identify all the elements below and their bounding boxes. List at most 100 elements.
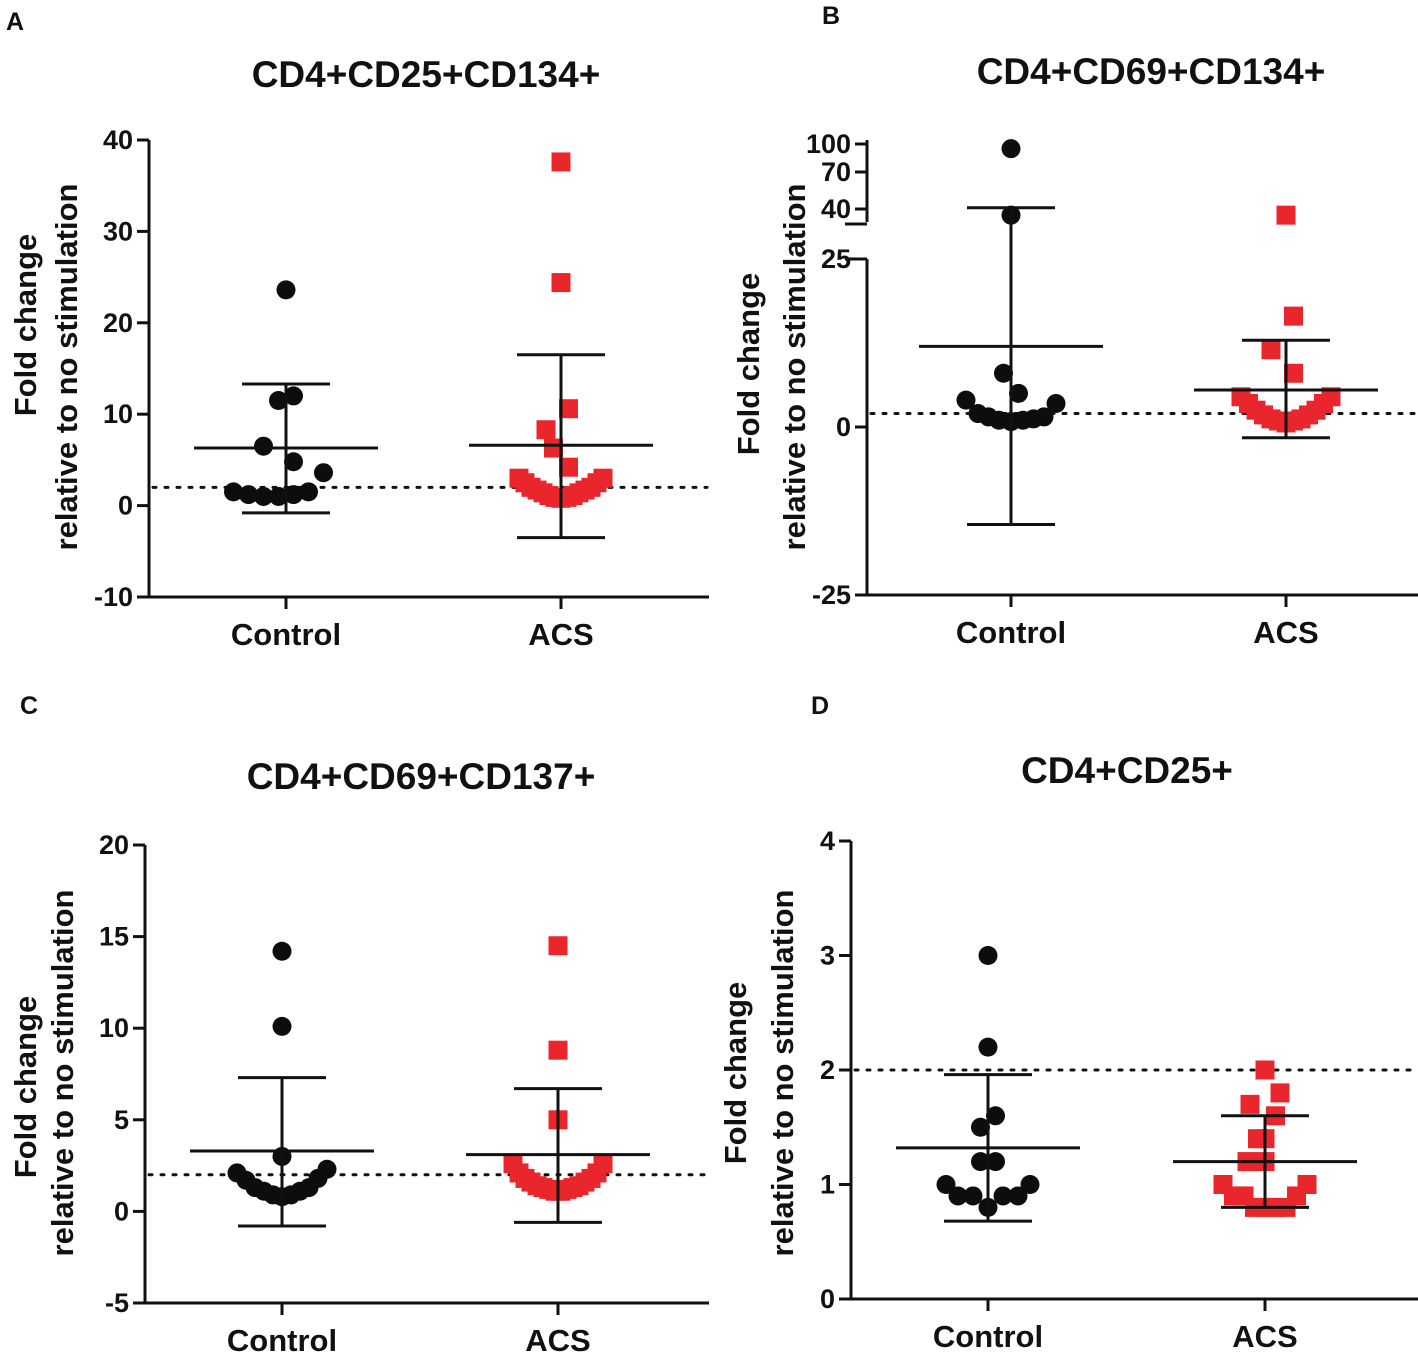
y-tick-label: 2 <box>820 1055 835 1085</box>
chart-title: CD4+CD25+CD134+ <box>252 54 601 95</box>
plot-area: 20 15 10 5 0 -5 Control ACS <box>99 830 709 1354</box>
y-tick-label: 1 <box>820 1170 835 1200</box>
data-point <box>1008 1186 1028 1206</box>
y-tick-label: 40 <box>821 194 851 224</box>
data-point <box>239 485 258 505</box>
y-tick-label: 10 <box>103 399 133 429</box>
data-point <box>963 1186 983 1206</box>
data-point <box>272 941 292 961</box>
data-point <box>224 482 243 502</box>
data-point <box>1284 306 1303 326</box>
y-tick-label: 15 <box>99 922 129 952</box>
data-point <box>551 273 571 293</box>
x-category-label: Control <box>933 1319 1043 1354</box>
y-axis-label-line1: Fold change <box>8 234 43 417</box>
series-acs <box>1173 1060 1357 1217</box>
panel-letter: B <box>822 2 840 30</box>
series-control <box>896 946 1080 1223</box>
y-tick-label: 30 <box>103 216 133 246</box>
series-control <box>190 941 374 1228</box>
y-axis-label-line2: relative to no stimulation <box>45 890 80 1257</box>
data-point <box>993 1186 1013 1206</box>
data-point <box>272 1016 292 1036</box>
data-point <box>593 1154 613 1174</box>
series-acs <box>466 936 650 1224</box>
data-point <box>559 399 578 419</box>
data-point <box>536 420 556 440</box>
chart-d-svg: D CD4+CD25+ Fold change relative to no s… <box>718 692 1418 1354</box>
data-point <box>317 1159 337 1179</box>
data-point <box>1297 1175 1317 1194</box>
y-tick-label: -25 <box>812 580 851 610</box>
data-point <box>986 1152 1005 1172</box>
data-point <box>978 1037 998 1057</box>
plot-area: 4 3 2 1 0 Control ACS <box>820 826 1418 1354</box>
y-tick-label: 40 <box>103 125 133 155</box>
y-tick-label: 70 <box>821 157 851 187</box>
panel-d: D CD4+CD25+ Fold change relative to no s… <box>709 677 1418 1354</box>
data-point <box>593 468 613 488</box>
y-tick-label: 0 <box>118 491 133 521</box>
data-point <box>1001 139 1021 159</box>
chart-title: CD4+CD69+CD137+ <box>247 756 596 797</box>
y-axis-label-line2: relative to no stimulation <box>777 184 812 551</box>
data-point <box>1270 1083 1290 1103</box>
panel-c: C CD4+CD69+CD137+ Fold change relative t… <box>0 677 709 1354</box>
y-axis-label-line2: relative to no stimulation <box>765 890 800 1257</box>
panel-letter: C <box>20 692 38 720</box>
x-category-label: Control <box>231 617 341 652</box>
data-point <box>548 1040 568 1060</box>
chart-b-svg: B CD4+CD69+CD134+ Fold change relative t… <box>731 2 1418 650</box>
y-axis-label-line1: Fold change <box>718 982 753 1165</box>
data-point <box>1276 205 1296 225</box>
data-point <box>1020 1175 1040 1194</box>
y-tick-label: 25 <box>821 244 851 274</box>
y-tick-label: 10 <box>99 1013 129 1043</box>
data-point <box>1248 1129 1267 1149</box>
data-point <box>1284 363 1303 383</box>
series-control <box>194 280 378 515</box>
x-category-label: ACS <box>1253 615 1318 650</box>
panel-letter: D <box>811 692 829 720</box>
data-point <box>254 436 273 456</box>
x-category-label: ACS <box>1232 1319 1297 1354</box>
data-point <box>1240 1094 1260 1114</box>
data-point <box>986 1106 1005 1126</box>
chart-title: CD4+CD25+ <box>1021 750 1233 791</box>
data-point <box>276 280 296 300</box>
series-acs <box>1194 205 1378 440</box>
data-point <box>978 946 998 965</box>
y-tick-label: -5 <box>105 1288 129 1318</box>
data-point <box>956 390 976 410</box>
data-point <box>1261 340 1281 360</box>
data-point <box>269 486 288 506</box>
data-point <box>551 152 571 172</box>
data-point <box>936 1175 956 1194</box>
data-point <box>544 438 563 458</box>
y-tick-label: 0 <box>820 1284 835 1314</box>
y-tick-label: 3 <box>820 941 835 971</box>
y-axis-label-line1: Fold change <box>8 996 43 1179</box>
data-point <box>548 936 568 956</box>
y-tick-label: 4 <box>820 826 835 856</box>
x-category-label: ACS <box>525 1323 590 1354</box>
chart-a-svg: A CD4+CD25+CD134+ Fold change relative t… <box>6 8 709 652</box>
chart-c-svg: C CD4+CD69+CD137+ Fold change relative t… <box>8 692 709 1354</box>
panel-b: B CD4+CD69+CD134+ Fold change relative t… <box>709 0 1418 677</box>
data-point <box>299 482 318 502</box>
x-category-label: Control <box>956 615 1066 650</box>
chart-title: CD4+CD69+CD134+ <box>977 51 1326 92</box>
y-tick-label: 20 <box>99 830 129 860</box>
y-tick-label: 0 <box>114 1196 129 1226</box>
y-axis-label-line1: Fold change <box>731 273 766 456</box>
data-point <box>1255 1060 1275 1080</box>
series-control <box>919 139 1103 526</box>
series-acs <box>469 152 653 540</box>
data-point <box>284 386 303 406</box>
data-point <box>994 363 1013 383</box>
panel-a: A CD4+CD25+CD134+ Fold change relative t… <box>0 0 709 677</box>
plot-area: 40 30 20 10 0 -10 Control ACS <box>94 125 709 652</box>
y-tick-label: 5 <box>114 1105 129 1135</box>
data-point <box>1046 393 1066 413</box>
